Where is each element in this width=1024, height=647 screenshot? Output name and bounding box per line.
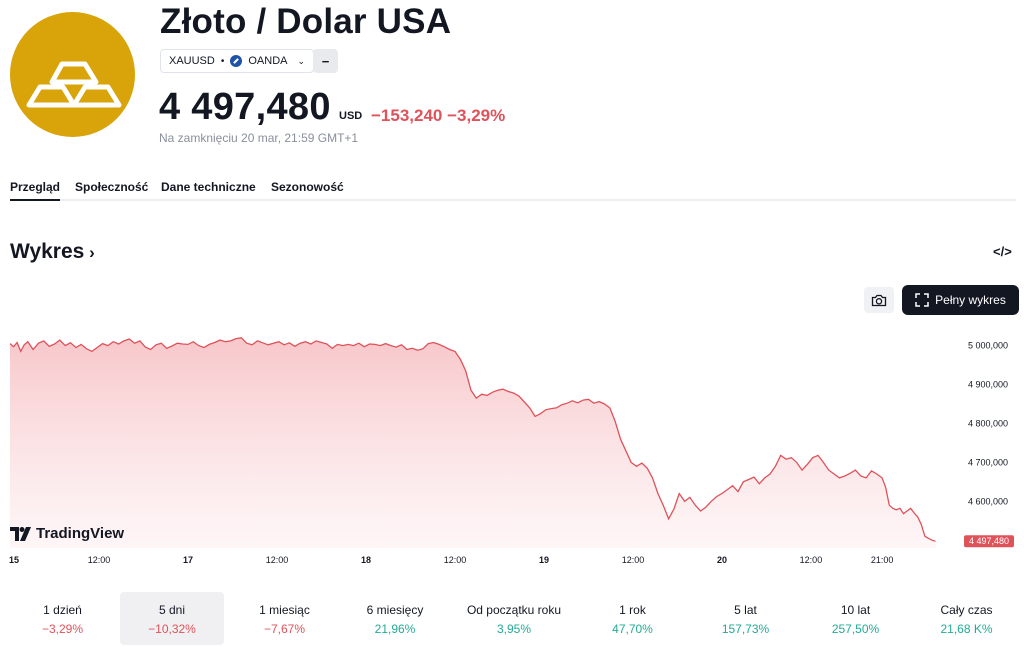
tab-overview[interactable]: Przegląd [10, 180, 61, 201]
period-label: Cały czas [940, 603, 993, 617]
page-title: Złoto / Dolar USA [160, 2, 452, 41]
price-chart[interactable]: 5 000,000 4 900,000 4 800,000 4 700,000 4 60… [0, 320, 1024, 570]
x-tick-label: 19 [539, 555, 549, 565]
y-tick-label: 5 000,000 [968, 341, 1008, 351]
separator-dot: • [220, 55, 225, 67]
chart-series-line [9, 337, 936, 542]
tab-bar: Przegląd Społeczność Dane techniczne Sez… [10, 178, 1016, 201]
chevron-right-icon: › [84, 243, 95, 262]
chevron-down-icon: ⌄ [297, 55, 306, 66]
x-tick-label: 21:00 [871, 555, 894, 565]
fullscreen-chart-button[interactable]: Pełny wykres [902, 285, 1019, 315]
x-tick-label: 12:00 [800, 555, 823, 565]
x-tick-label: 17 [183, 555, 193, 565]
period-value: −3,29% [41, 622, 84, 636]
period-value: −10,32% [148, 622, 196, 636]
x-tick-label: 18 [361, 555, 371, 565]
chart-section-title-label: Wykres [10, 240, 85, 263]
period-1-day[interactable]: 1 dzień −3,29% [10, 592, 115, 645]
last-price-badge [964, 535, 1014, 548]
chart-area-fill [10, 337, 936, 548]
code-icon[interactable]: </> [993, 244, 1012, 259]
performance-periods: 1 dzień −3,29% 5 dni −10,32% 1 miesiąc −… [10, 592, 1020, 645]
tab-technicals[interactable]: Dane techniczne [161, 180, 256, 194]
period-1-year[interactable]: 1 rok 47,70% [580, 592, 685, 645]
period-value: 157,73% [721, 622, 770, 636]
fullscreen-icon [915, 293, 929, 307]
tradingview-label: TradingView [36, 525, 125, 542]
period-label: Od początku roku [466, 603, 562, 617]
period-label: 5 lat [734, 603, 757, 617]
period-label: 1 dzień [43, 603, 82, 617]
camera-icon [871, 294, 887, 306]
period-label: 1 rok [619, 603, 646, 617]
period-label: 10 lat [840, 603, 871, 617]
tradingview-watermark: TradingView [10, 525, 124, 542]
x-tick-label: 20 [717, 555, 727, 565]
period-6-months[interactable]: 6 miesięcy 21,96% [340, 592, 450, 645]
period-label: 1 miesiąc [259, 603, 310, 617]
market-closed-info: Na zamknięciu 20 mar, 21:59 GMT+1 [159, 131, 359, 145]
y-tick-label: 4 800,000 [968, 418, 1008, 428]
x-tick-label: 15 [9, 555, 19, 565]
current-price: 4 497,480 [159, 86, 331, 128]
period-10-years[interactable]: 10 lat 257,50% [803, 592, 908, 645]
tab-seasonality[interactable]: Sezonowość [271, 180, 344, 194]
collapse-button[interactable]: − [313, 49, 338, 73]
x-tick-label: 12:00 [88, 555, 111, 565]
symbol-label: XAUUSD [169, 55, 215, 67]
x-tick-label: 12:00 [444, 555, 467, 565]
symbol-selector[interactable]: XAUUSD • OANDA ⌄ [160, 49, 315, 73]
snapshot-button[interactable] [864, 287, 894, 313]
chart-section-title[interactable]: Wykres › [10, 240, 95, 264]
period-5-days[interactable]: 5 dni −10,32% [120, 592, 224, 645]
period-value: 21,96% [374, 622, 416, 636]
oanda-icon [230, 55, 243, 67]
price-change: −153,240 −3,29% [371, 106, 506, 125]
x-tick-label: 12:00 [622, 555, 645, 565]
y-tick-label: 4 900,000 [968, 380, 1008, 390]
x-tick-label: 12:00 [266, 555, 289, 565]
fullscreen-chart-label: Pełny wykres [935, 293, 1006, 307]
gold-bars-icon [10, 12, 135, 137]
y-tick-label: 4 700,000 [968, 457, 1008, 467]
period-ytd[interactable]: Od początku roku 3,95% [454, 592, 574, 645]
last-price-label: 4 497,480 [969, 536, 1009, 546]
period-value: 47,70% [612, 622, 653, 636]
period-value: −7,67% [263, 622, 306, 636]
period-value: 257,50% [831, 622, 880, 636]
period-all-time[interactable]: Cały czas 21,68 K% [914, 592, 1019, 645]
tradingview-logo-icon [10, 526, 31, 541]
exchange-label: OANDA [248, 55, 288, 67]
period-1-month[interactable]: 1 miesiąc −7,67% [232, 592, 337, 645]
y-tick-label: 4 600,000 [968, 496, 1008, 506]
period-label: 5 dni [158, 603, 186, 617]
period-label: 6 miesięcy [366, 603, 424, 617]
period-5-years[interactable]: 5 lat 157,73% [693, 592, 798, 645]
tab-community[interactable]: Społeczność [75, 180, 149, 194]
period-value: 21,68 K% [940, 622, 993, 636]
period-value: 3,95% [496, 622, 532, 636]
price-currency: USD [339, 110, 363, 122]
